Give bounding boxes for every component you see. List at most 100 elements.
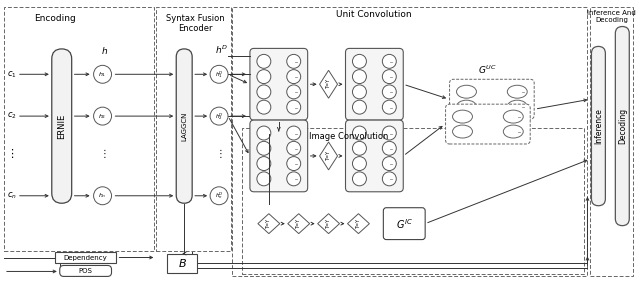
Text: ...: ... <box>518 114 522 119</box>
Circle shape <box>382 85 396 99</box>
Circle shape <box>382 54 396 68</box>
Text: $h$: $h$ <box>101 45 108 56</box>
FancyBboxPatch shape <box>346 120 403 192</box>
Ellipse shape <box>503 110 524 123</box>
Circle shape <box>382 141 396 155</box>
Polygon shape <box>348 214 369 234</box>
FancyBboxPatch shape <box>250 120 308 192</box>
Ellipse shape <box>456 100 476 113</box>
Text: $c_1$: $c_1$ <box>7 69 17 80</box>
Circle shape <box>210 107 228 125</box>
Polygon shape <box>258 214 280 234</box>
Text: $\vdots$: $\vdots$ <box>216 147 223 160</box>
Bar <box>242 128 584 274</box>
Bar <box>591 7 633 276</box>
Text: ...: ... <box>390 74 394 79</box>
Ellipse shape <box>456 85 476 98</box>
Circle shape <box>93 187 111 205</box>
Circle shape <box>287 100 301 114</box>
Text: ...: ... <box>390 176 394 181</box>
Text: $h_2$: $h_2$ <box>99 112 107 121</box>
Circle shape <box>382 126 396 140</box>
Text: T=Y: T=Y <box>326 151 331 161</box>
FancyBboxPatch shape <box>176 49 192 203</box>
Circle shape <box>287 172 301 186</box>
Text: T=Y: T=Y <box>266 219 271 229</box>
Text: ...: ... <box>390 89 394 94</box>
Circle shape <box>210 65 228 83</box>
Text: ...: ... <box>390 161 394 166</box>
Text: Inference And
Decoding: Inference And Decoding <box>587 10 636 22</box>
Circle shape <box>353 70 367 83</box>
FancyBboxPatch shape <box>591 46 605 206</box>
Circle shape <box>257 100 271 114</box>
Circle shape <box>353 172 367 186</box>
Circle shape <box>210 187 228 205</box>
Bar <box>156 7 231 250</box>
FancyBboxPatch shape <box>250 48 308 120</box>
Text: ERNIE: ERNIE <box>57 113 66 139</box>
Text: $\vdots$: $\vdots$ <box>6 147 14 160</box>
Polygon shape <box>288 214 310 234</box>
Ellipse shape <box>503 125 524 138</box>
Text: Unit Convolution: Unit Convolution <box>335 10 411 18</box>
Circle shape <box>257 156 271 171</box>
Text: $G_{}^{UC}$: $G_{}^{UC}$ <box>477 63 496 73</box>
Text: $h^D$: $h^D$ <box>214 44 228 56</box>
Ellipse shape <box>452 125 472 138</box>
Text: T=Y: T=Y <box>326 79 331 89</box>
Text: Dependency: Dependency <box>64 254 108 260</box>
Bar <box>167 254 197 273</box>
Text: $c_2$: $c_2$ <box>7 111 17 121</box>
FancyBboxPatch shape <box>615 26 629 226</box>
Circle shape <box>257 70 271 83</box>
Text: Syntax Fusion
Encoder: Syntax Fusion Encoder <box>166 14 225 33</box>
Circle shape <box>353 156 367 171</box>
Text: $h_1$: $h_1$ <box>99 70 107 79</box>
FancyBboxPatch shape <box>346 48 403 120</box>
FancyBboxPatch shape <box>449 79 534 119</box>
Text: ...: ... <box>390 146 394 151</box>
Circle shape <box>287 70 301 83</box>
Text: ...: ... <box>294 59 299 64</box>
Text: POS: POS <box>79 268 93 274</box>
Circle shape <box>353 54 367 68</box>
Text: ...: ... <box>522 104 526 109</box>
Ellipse shape <box>508 85 527 98</box>
Circle shape <box>257 126 271 140</box>
Circle shape <box>287 85 301 99</box>
Circle shape <box>353 126 367 140</box>
Text: ...: ... <box>390 59 394 64</box>
Text: $c_n$: $c_n$ <box>7 191 17 201</box>
Circle shape <box>257 85 271 99</box>
Text: ...: ... <box>390 131 394 135</box>
Text: ...: ... <box>294 131 299 135</box>
Text: $h_n$: $h_n$ <box>99 191 107 200</box>
FancyBboxPatch shape <box>445 104 530 144</box>
FancyBboxPatch shape <box>60 266 111 276</box>
Bar <box>4 7 154 250</box>
Circle shape <box>257 54 271 68</box>
Circle shape <box>287 126 301 140</box>
Text: ...: ... <box>294 89 299 94</box>
Circle shape <box>353 100 367 114</box>
FancyBboxPatch shape <box>52 49 72 203</box>
Text: $G^{IC}$: $G^{IC}$ <box>396 217 413 231</box>
Bar <box>55 252 116 264</box>
Polygon shape <box>317 214 340 234</box>
Circle shape <box>93 65 111 83</box>
Circle shape <box>382 156 396 171</box>
Text: ...: ... <box>522 89 526 94</box>
Text: T=Y: T=Y <box>356 219 361 229</box>
Text: ...: ... <box>294 146 299 151</box>
Text: ...: ... <box>294 74 299 79</box>
Ellipse shape <box>508 100 527 113</box>
Polygon shape <box>319 70 337 98</box>
Text: $h_n^D$: $h_n^D$ <box>214 190 223 201</box>
Circle shape <box>382 100 396 114</box>
FancyBboxPatch shape <box>383 208 425 240</box>
Text: $\vdots$: $\vdots$ <box>99 147 106 160</box>
Text: ...: ... <box>294 176 299 181</box>
Circle shape <box>353 85 367 99</box>
Text: Image Convolution: Image Convolution <box>309 132 388 141</box>
